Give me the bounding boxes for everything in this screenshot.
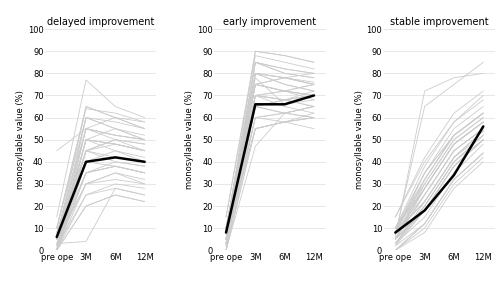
Y-axis label: monosyllable value (%): monosyllable value (%) xyxy=(16,90,25,189)
Y-axis label: monosyllable value (%): monosyllable value (%) xyxy=(186,90,194,189)
Y-axis label: monosyllable value (%): monosyllable value (%) xyxy=(354,90,364,189)
Title: early improvement: early improvement xyxy=(224,17,316,27)
Title: stable improvement: stable improvement xyxy=(390,17,488,27)
Title: delayed improvement: delayed improvement xyxy=(47,17,154,27)
